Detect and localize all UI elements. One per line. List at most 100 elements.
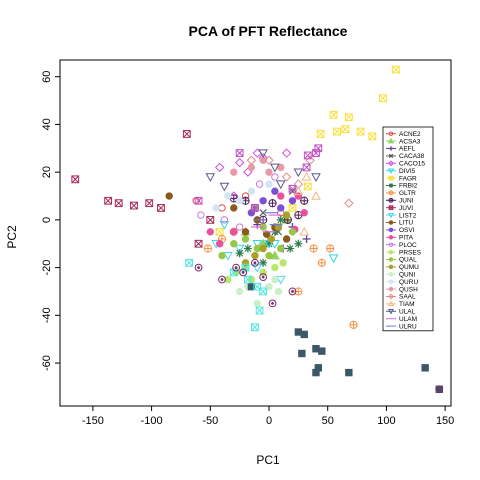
- data-point: [349, 320, 358, 329]
- legend-marker: [388, 242, 394, 247]
- data-point: [275, 275, 286, 285]
- data-point: [252, 240, 263, 249]
- legend-marker: [387, 300, 395, 307]
- legend-label: JUNI: [399, 198, 414, 205]
- data-point: [435, 385, 444, 394]
- legend-marker: [388, 286, 394, 292]
- legend-label: ULAL: [399, 309, 416, 316]
- data-point: [243, 244, 252, 253]
- data-point: [214, 162, 225, 173]
- data-point: [328, 254, 339, 264]
- data-point: [288, 184, 297, 193]
- legend-marker: [388, 293, 394, 300]
- data-point: [247, 187, 256, 195]
- data-point: [241, 228, 250, 236]
- legend-label: PRSES: [399, 249, 422, 256]
- data-point: [218, 275, 226, 284]
- data-point: [301, 171, 312, 181]
- data-point: [277, 244, 285, 253]
- data-point: [314, 144, 323, 153]
- data-point: [259, 273, 268, 282]
- data-point: [234, 157, 245, 168]
- legend-marker: [388, 257, 394, 262]
- data-point: [333, 127, 342, 136]
- legend-marker: [388, 279, 394, 284]
- legend-label: QURU: [399, 279, 418, 286]
- data-point: [294, 192, 303, 200]
- legend-label: AEFL: [399, 146, 416, 153]
- legend-label: CACO15: [399, 161, 425, 168]
- legend-label: PITA: [399, 235, 414, 242]
- data-point: [282, 235, 291, 243]
- data-point: [356, 127, 365, 136]
- data-point: [288, 287, 297, 296]
- legend-label: JUVI: [399, 205, 413, 212]
- data-point: [247, 282, 256, 291]
- data-point: [241, 263, 250, 272]
- y-axis: -60 -40 -20 0 20 40 60: [41, 71, 60, 371]
- data-point: [312, 149, 320, 157]
- data-point: [243, 275, 252, 284]
- legend-label: FAGR: [399, 175, 417, 182]
- data-point: [215, 240, 224, 248]
- data-point: [279, 259, 287, 267]
- data-point: [268, 199, 277, 208]
- data-point: [277, 192, 285, 200]
- legend-label: QUMU: [399, 264, 419, 271]
- x-tick-label: -150: [82, 415, 104, 427]
- data-point: [235, 249, 244, 258]
- data-point: [197, 211, 205, 219]
- x-tick-label: -50: [202, 415, 218, 427]
- x-tick-label: 0: [266, 415, 272, 427]
- legend-label: TIAM: [399, 301, 415, 308]
- data-point: [235, 287, 244, 296]
- data-point: [212, 204, 220, 212]
- data-point: [274, 287, 283, 296]
- data-point: [234, 244, 245, 254]
- x-tick-label: -100: [141, 415, 163, 427]
- data-point: [239, 268, 248, 277]
- y-tick-label: 0: [41, 217, 53, 223]
- data-point: [265, 251, 273, 260]
- data-point: [288, 228, 297, 236]
- data-point: [235, 149, 244, 157]
- data-point: [271, 275, 279, 284]
- data-point: [194, 239, 203, 248]
- legend-marker: [388, 131, 394, 136]
- data-point: [259, 197, 267, 205]
- legend-label: QUSH: [399, 286, 418, 293]
- data-point: [298, 349, 306, 358]
- data-point: [259, 244, 267, 253]
- data-point: [218, 251, 226, 260]
- data-point: [421, 364, 429, 372]
- data-point: [185, 258, 194, 267]
- data-point: [264, 155, 274, 165]
- data-point: [288, 197, 297, 205]
- legend-label: ULRU: [399, 323, 417, 330]
- data-point: [265, 168, 273, 176]
- legend-marker: [388, 183, 394, 188]
- data-point: [224, 192, 232, 200]
- x-tick-label: 100: [377, 415, 395, 427]
- data-point: [247, 163, 256, 172]
- data-point: [251, 323, 259, 332]
- data-point: [130, 201, 138, 210]
- data-point: [230, 228, 238, 236]
- data-point: [251, 204, 259, 212]
- data-point: [246, 155, 257, 165]
- data-point: [205, 173, 216, 182]
- y-tick-label: -40: [41, 307, 53, 323]
- data-point: [294, 239, 303, 248]
- y-tick-label: 60: [41, 71, 53, 83]
- data-point: [259, 209, 267, 217]
- data-point: [194, 196, 203, 205]
- legend: ACNE2ACSA3AEFLCACA38CACO15DIVI5FAGRFRBI2…: [382, 126, 434, 332]
- legend-label: ACNE2: [399, 131, 421, 138]
- data-point: [271, 187, 279, 195]
- data-point: [220, 216, 229, 224]
- data-point: [224, 275, 232, 284]
- data-point: [329, 110, 338, 119]
- data-point: [219, 220, 230, 230]
- legend-marker: [388, 264, 394, 270]
- legend-label: QUNI: [399, 272, 415, 279]
